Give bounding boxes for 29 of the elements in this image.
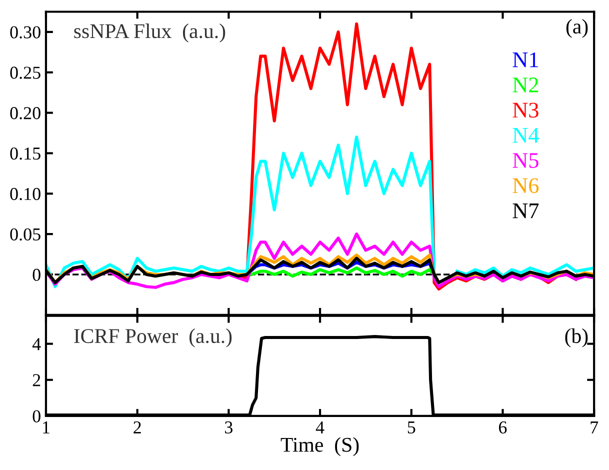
y-tick-label: 0.10 [10, 188, 40, 200]
y-tick-label: 0 [32, 410, 40, 422]
annotation: (b) [565, 328, 588, 348]
text: N6 [512, 178, 539, 194]
y-tick-label: 0.20 [10, 107, 40, 120]
x-tick-label: 4 [316, 421, 324, 434]
x-tick-label: 7 [590, 422, 598, 434]
y-tick-label: 0.15 [10, 147, 40, 160]
x-tick-label: 3 [225, 421, 232, 434]
y-axis-title: ssNPA Flux (a.u.) [74, 24, 226, 42]
y-tick-label: 0.05 [10, 228, 40, 241]
annotation: (a) [566, 18, 588, 38]
y-tick-label: 4 [32, 338, 41, 350]
text: N1 [512, 52, 538, 68]
y-tick-label: 0.25 [10, 66, 40, 79]
y-tick-label: 0 [32, 268, 40, 281]
y-tick-label: 2 [32, 374, 40, 386]
y-axis-title: ICRF Power (a.u.) [74, 328, 232, 348]
x-tick-label: 5 [408, 422, 416, 434]
text: N4 [512, 128, 539, 143]
text: N7 [512, 204, 539, 218]
x-tick-label: 2 [134, 421, 141, 434]
text: N2 [512, 78, 538, 92]
x-tick-label: 1 [43, 421, 50, 434]
x-tick-label: 6 [498, 421, 507, 434]
text: N3 [512, 102, 538, 118]
text: N5 [512, 153, 538, 168]
y-tick-label: 0.30 [10, 26, 40, 38]
x-axis-title: Time (S) [280, 437, 359, 456]
